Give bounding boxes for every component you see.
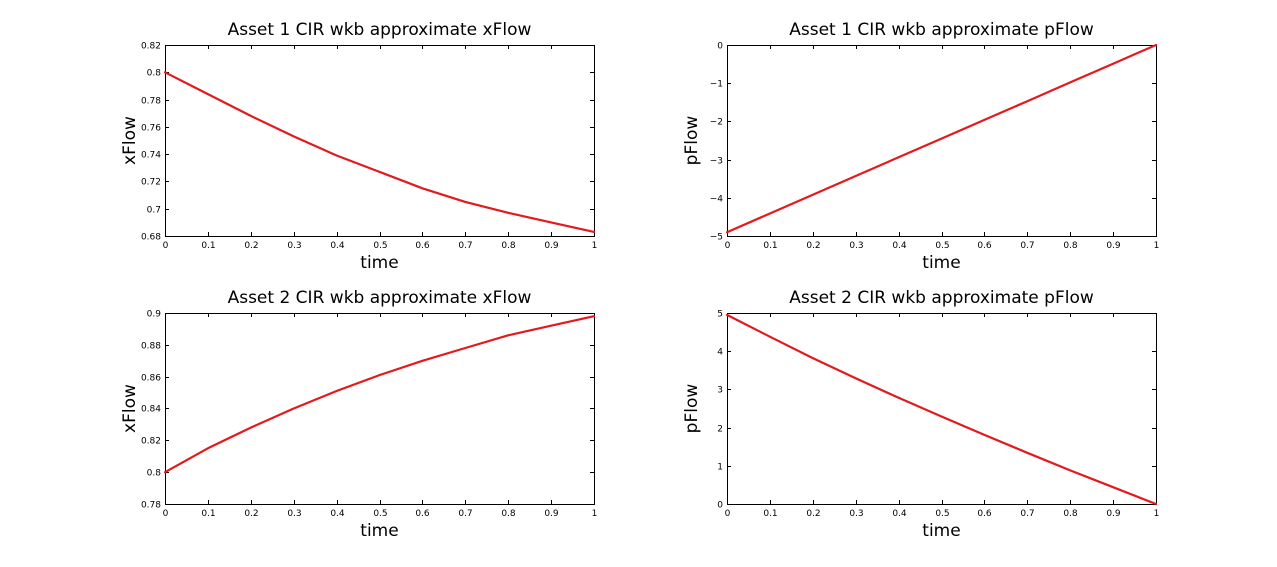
x-tick-label: 0.8: [1063, 241, 1078, 251]
plot-area: [165, 313, 595, 505]
x-tick-label: 0.6: [415, 509, 430, 519]
y-tick-label: 0.8: [147, 69, 162, 79]
y-tick-label: 3: [717, 386, 723, 396]
x-tick-label: 0.8: [501, 241, 516, 251]
series-line-1: [725, 313, 1158, 506]
x-tick-label: 0.1: [763, 241, 777, 251]
y-tick-label: 0.84: [141, 405, 161, 415]
x-tick-label: 0.6: [415, 241, 430, 251]
x-tick-label: 0.4: [330, 509, 345, 519]
x-axis-label: time: [360, 253, 398, 273]
x-tick-label: 0.7: [1020, 509, 1034, 519]
x-tick-label: 0.7: [458, 241, 472, 251]
x-tick-label: 0: [725, 241, 731, 251]
y-tick-label: 4: [717, 348, 723, 358]
series-line-1: [163, 315, 596, 474]
x-tick-label: 0: [163, 509, 169, 519]
chart-title: Asset 1 CIR wkb approximate pFlow: [789, 20, 1094, 40]
x-tick-label: 0.3: [849, 241, 863, 251]
y-tick-label: 0.7: [147, 206, 161, 216]
x-tick-label: 0.2: [244, 509, 258, 519]
y-tick-label: −5: [710, 233, 723, 243]
y-tick-label: 5: [717, 310, 723, 320]
x-tick-label: 0.5: [373, 241, 387, 251]
x-tick-label: 0.4: [892, 241, 907, 251]
x-tick-label: 0.3: [287, 509, 301, 519]
y-tick-label: 0.9: [147, 310, 162, 320]
x-tick-label: 0.2: [806, 241, 820, 251]
x-tick-label: 0.5: [935, 241, 949, 251]
series-line-1: [163, 71, 596, 233]
x-axis-label: time: [360, 521, 398, 541]
x-tick-label: 0.9: [544, 241, 559, 251]
y-tick-label: 0.72: [141, 178, 161, 188]
x-tick-label: 0.3: [287, 241, 301, 251]
y-axis-label: xFlow: [120, 384, 140, 433]
chart-panel-1: 0 0.1 0.2 0.3 0.4 0.5 0.6 0.7 0.8 0.9 1 0.68 0.7 0.72…: [120, 20, 597, 273]
y-tick-label: −3: [710, 157, 723, 167]
x-tick-label: 0.6: [977, 241, 992, 251]
x-tick-label: 0.3: [849, 509, 863, 519]
y-tick-label: 0.82: [141, 42, 161, 52]
plot-area: [165, 45, 595, 237]
x-tick-label: 1: [592, 509, 598, 519]
plot-area: [727, 313, 1157, 505]
x-axis-label: time: [922, 253, 960, 273]
chart-panel-3: 0 0.1 0.2 0.3 0.4 0.5 0.6 0.7 0.8 0.9 1 0.78 0.8 0.82…: [120, 288, 597, 541]
x-tick-label: 0.7: [458, 509, 472, 519]
x-axis-label: time: [922, 521, 960, 541]
chart-title: Asset 1 CIR wkb approximate xFlow: [228, 20, 532, 40]
x-tick-label: 0.1: [201, 241, 215, 251]
x-tick-label: 0.9: [544, 509, 559, 519]
y-tick-label: 1: [717, 463, 723, 473]
y-tick-label: 0: [717, 501, 723, 511]
y-tick-label: 0.74: [141, 151, 161, 161]
chart-title: Asset 2 CIR wkb approximate pFlow: [789, 288, 1094, 308]
x-tick-label: 0.9: [1106, 509, 1121, 519]
y-axis-label: xFlow: [120, 116, 140, 165]
y-tick-label: −1: [710, 80, 723, 90]
y-tick-label: 0.68: [141, 233, 161, 243]
x-tick-label: 0: [725, 509, 731, 519]
x-tick-label: 0.7: [1020, 241, 1034, 251]
x-tick-label: 0.4: [330, 241, 345, 251]
y-tick-label: 0.78: [141, 97, 161, 107]
y-tick-label: 0.82: [141, 437, 161, 447]
y-tick-label: 0.86: [141, 374, 161, 384]
y-tick-label: −4: [710, 195, 724, 205]
plot-area: [727, 45, 1157, 237]
x-tick-label: 1: [1154, 509, 1160, 519]
x-tick-label: 0.5: [373, 509, 387, 519]
x-tick-label: 0.8: [501, 509, 516, 519]
y-tick-label: 0.78: [141, 501, 161, 511]
x-tick-label: 0.8: [1063, 509, 1078, 519]
chart-panel-2: 0 0.1 0.2 0.3 0.4 0.5 0.6 0.7 0.8 0.9 1 −5 −4 −3 −2 −1 0…: [682, 20, 1159, 273]
y-tick-label: −2: [710, 118, 723, 128]
x-tick-label: 0.6: [977, 509, 992, 519]
x-tick-label: 0: [163, 241, 169, 251]
y-tick-label: 2: [717, 425, 723, 435]
series-line-1: [725, 43, 1158, 234]
x-tick-label: 1: [592, 241, 598, 251]
x-tick-label: 0.5: [935, 509, 949, 519]
y-tick-label: 0.88: [141, 342, 161, 352]
y-axis-label: pFlow: [682, 116, 702, 166]
y-tick-label: 0.8: [147, 469, 162, 479]
y-axis-label: pFlow: [682, 384, 702, 434]
x-tick-label: 0.1: [201, 509, 215, 519]
y-tick-label: 0: [717, 42, 723, 52]
x-tick-label: 0.2: [244, 241, 258, 251]
y-tick-label: 0.76: [141, 124, 161, 134]
x-tick-label: 0.4: [892, 509, 907, 519]
x-tick-label: 0.1: [763, 509, 777, 519]
chart-panel-4: 0 0.1 0.2 0.3 0.4 0.5 0.6 0.7 0.8 0.9 1 0 1 2 3 4 5 Asset…: [682, 288, 1159, 541]
chart-title: Asset 2 CIR wkb approximate xFlow: [228, 288, 532, 308]
x-tick-label: 0.2: [806, 509, 820, 519]
x-tick-label: 0.9: [1106, 241, 1121, 251]
x-tick-label: 1: [1154, 241, 1160, 251]
